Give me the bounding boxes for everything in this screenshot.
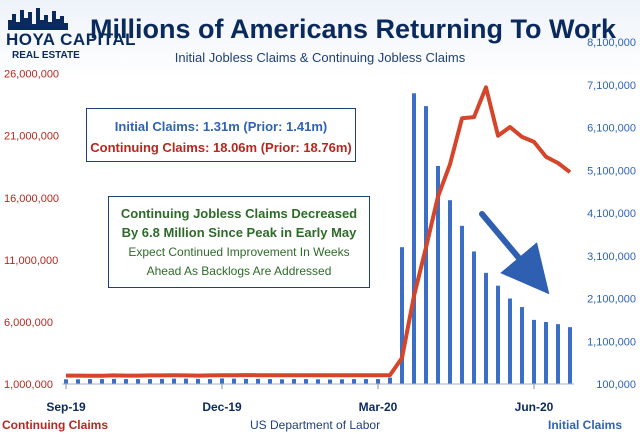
left-axis-tick-label: 26,000,000 xyxy=(4,69,59,81)
initial-claims-bar xyxy=(496,285,500,384)
initial-claims-bar xyxy=(568,327,572,384)
x-axis-tick-label: Sep-19 xyxy=(46,400,86,414)
right-axis-tick-label: 7,100,000 xyxy=(587,80,636,92)
source-label: US Department of Labor xyxy=(250,418,381,432)
initial-claims-bar xyxy=(316,379,320,384)
skyline-icon xyxy=(8,8,68,30)
initial-claims-bar xyxy=(340,379,344,384)
initial-claims-bar xyxy=(232,378,236,384)
initial-claims-bar xyxy=(100,379,104,384)
initial-claims-bar xyxy=(388,377,392,384)
x-axis-tick-label: Mar-20 xyxy=(359,400,398,414)
right-axis-tick-label: 4,100,000 xyxy=(587,208,636,220)
initial-claims-bar xyxy=(484,272,488,384)
initial-claims-bar xyxy=(304,379,308,384)
initial-claims-bar xyxy=(508,298,512,384)
left-axis-series-label: Continuing Claims xyxy=(2,418,108,432)
initial-claims-bar xyxy=(148,379,152,384)
initial-claims-bar xyxy=(400,247,404,384)
continuing-claims-summary: Continuing Claims: 18.06m (Prior: 18.76m… xyxy=(90,140,352,155)
initial-claims-bar xyxy=(448,200,452,384)
right-axis-tick-label: 3,100,000 xyxy=(587,251,636,263)
initial-claims-bar xyxy=(196,378,200,384)
initial-claims-bar xyxy=(544,322,548,384)
right-axis-tick-label: 8,100,000 xyxy=(587,37,636,49)
claims-summary-box: Initial Claims: 1.31m (Prior: 1.41m) Con… xyxy=(86,108,356,162)
initial-claims-bar xyxy=(364,379,368,384)
initial-claims-bar xyxy=(352,379,356,384)
left-axis-tick-label: 1,000,000 xyxy=(4,379,53,391)
x-axis-tick-label: Dec-19 xyxy=(202,400,242,414)
chart-title: Millions of Americans Returning To Work xyxy=(90,14,617,44)
x-axis-tick-label: Jun-20 xyxy=(515,400,554,414)
right-axis-series-label: Initial Claims xyxy=(548,418,623,432)
right-axis-tick-label: 6,100,000 xyxy=(587,123,636,135)
commentary-line-3: Expect Continued Improvement In Weeks xyxy=(128,245,350,259)
hoya-capital-logo: HOYA CAPITAL REAL ESTATE xyxy=(4,4,136,66)
initial-claims-bar xyxy=(376,379,380,384)
right-axis-tick-label: 5,100,000 xyxy=(587,165,636,177)
continuing-claims-line xyxy=(66,85,572,378)
initial-claims-bar xyxy=(184,378,188,384)
initial-claims-summary: Initial Claims: 1.31m (Prior: 1.41m) xyxy=(114,119,328,134)
initial-claims-bar xyxy=(76,379,80,384)
right-axis-tick-label: 100,000 xyxy=(596,379,636,391)
initial-claims-bar xyxy=(556,324,560,384)
initial-claims-bar xyxy=(160,378,164,384)
initial-claims-bar xyxy=(244,378,248,384)
initial-claims-bar xyxy=(532,319,536,384)
initial-claims-bar xyxy=(64,379,68,384)
initial-claims-bar xyxy=(460,225,464,384)
logo-line-1: HOYA CAPITAL xyxy=(6,30,137,49)
initial-claims-bar xyxy=(472,251,476,384)
right-axis-tick-label: 1,100,000 xyxy=(587,336,636,348)
initial-claims-bar xyxy=(280,379,284,384)
logo-line-2: REAL ESTATE xyxy=(12,50,80,61)
initial-claims-bar xyxy=(520,307,524,384)
right-axis-tick-label: 2,100,000 xyxy=(587,294,636,306)
initial-claims-bar xyxy=(220,378,224,384)
commentary-line-1: Continuing Jobless Claims Decreased xyxy=(120,206,358,221)
initial-claims-bar xyxy=(208,379,212,384)
left-axis-tick-label: 11,000,000 xyxy=(4,255,58,267)
initial-claims-bar xyxy=(256,378,260,384)
initial-claims-bar xyxy=(88,379,92,384)
initial-claims-bar xyxy=(412,93,416,385)
initial-claims-bar xyxy=(328,379,332,384)
initial-claims-bar xyxy=(112,378,116,384)
left-axis-tick-label: 21,000,000 xyxy=(4,131,59,143)
chart-axes: 1,000,000 6,000,000 11,000,000 16,000,000 21… xyxy=(4,37,636,414)
initial-claims-bar xyxy=(172,378,176,384)
commentary-box: Continuing Jobless Claims Decreased By 6… xyxy=(108,196,370,288)
initial-claims-bar xyxy=(268,379,272,384)
initial-claims-bar xyxy=(436,165,440,384)
trend-arrow-icon xyxy=(479,211,550,295)
continuing-claims-line-group xyxy=(66,85,572,378)
left-axis-tick-label: 6,000,000 xyxy=(4,317,53,329)
left-axis-tick-label: 16,000,000 xyxy=(4,193,59,205)
initial-claims-bar xyxy=(136,379,140,384)
chart-subtitle: Initial Jobless Claims & Continuing Jobl… xyxy=(174,50,466,65)
commentary-line-4: Ahead As Backlogs Are Addressed xyxy=(146,264,332,278)
initial-claims-bar xyxy=(292,379,296,384)
commentary-line-2: By 6.8 Million Since Peak in Early May xyxy=(121,225,357,240)
initial-claims-bar xyxy=(124,379,128,384)
